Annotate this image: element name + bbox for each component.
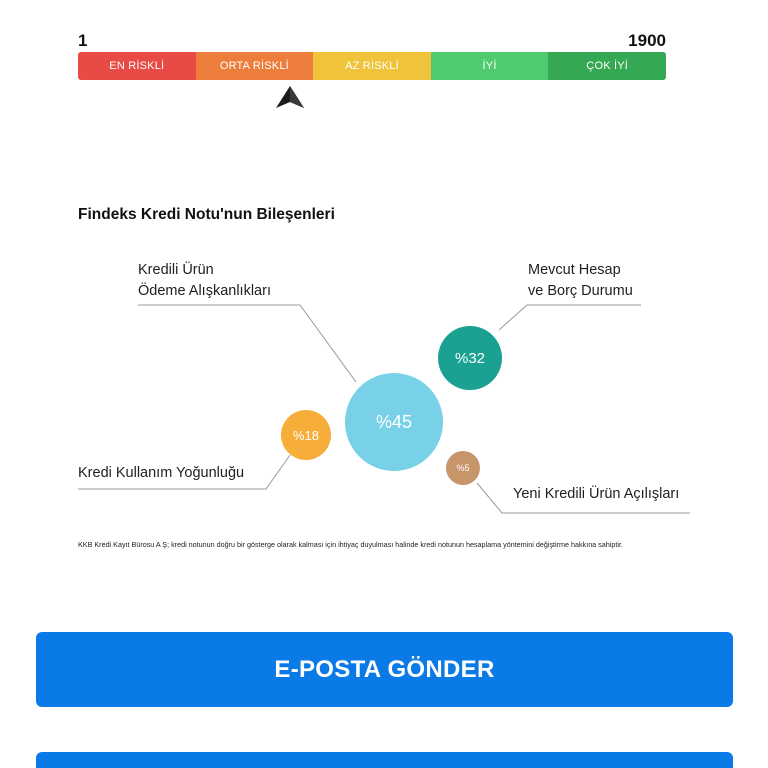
bubble-percent: %18 <box>292 427 320 443</box>
segment-orta-riskli: ORTA RİSKLİ <box>195 52 314 80</box>
segment-label: EN RİSKLİ <box>109 60 165 72</box>
segment-en-riskli: EN RİSKLİ <box>78 52 196 80</box>
bubble-percent: %45 <box>375 411 413 432</box>
leader-line-usage-density <box>78 454 291 490</box>
components-title: Findeks Kredi Notu'nun Bileşenleri <box>78 206 335 223</box>
score-pointer-icon <box>276 86 304 108</box>
segment-iyi: İYİ <box>430 52 549 80</box>
risk-scale-bar: EN RİSKLİ ORTA RİSKLİ AZ RİSKLİ İYİ ÇOK … <box>78 52 666 80</box>
component-label-new-products: Yeni Kredili Ürün Açılışları <box>513 484 679 505</box>
label-line: Kredili Ürün <box>138 262 214 278</box>
leader-line-debt-status <box>498 304 641 331</box>
bubble-percent: %5 <box>456 463 470 473</box>
label-line: Kredi Kullanım Yoğunluğu <box>78 465 245 481</box>
label-line: Mevcut Hesap <box>528 262 621 278</box>
label-line: Ödeme Alışkanlıkları <box>138 283 271 299</box>
leader-line-payment-habits <box>138 304 357 383</box>
segment-label: ÇOK İYİ <box>586 60 629 72</box>
send-email-button[interactable]: E-POSTA GÖNDER <box>36 632 733 707</box>
scale-min-value: 1 <box>78 31 88 50</box>
component-label-debt-status: Mevcut Hesap ve Borç Durumu <box>528 260 633 302</box>
bubble-percent: %32 <box>454 349 486 367</box>
segment-label: İYİ <box>482 60 497 72</box>
disclaimer-text: KKB Kredi Kayıt Bürosu A Ş; kredi notunu… <box>78 540 623 549</box>
secondary-action-button[interactable] <box>36 752 733 768</box>
segment-label: AZ RİSKLİ <box>345 60 399 72</box>
component-label-payment-habits: Kredili Ürün Ödeme Alışkanlıkları <box>138 260 271 302</box>
scale-max-value: 1900 <box>628 31 666 50</box>
bubble-usage-density: %18 <box>281 410 331 460</box>
component-label-usage-density: Kredi Kullanım Yoğunluğu <box>78 463 244 484</box>
bubble-payment-habits: %45 <box>345 373 443 471</box>
leader-line-new-products <box>476 482 690 514</box>
label-line: ve Borç Durumu <box>528 283 633 299</box>
bubble-debt-status: %32 <box>438 326 502 390</box>
label-line: Yeni Kredili Ürün Açılışları <box>513 486 680 502</box>
segment-cok-iyi: ÇOK İYİ <box>548 52 666 80</box>
segment-label: ORTA RİSKLİ <box>219 60 289 72</box>
segment-az-riskli: AZ RİSKLİ <box>313 52 431 80</box>
bubble-new-products: %5 <box>446 451 480 485</box>
